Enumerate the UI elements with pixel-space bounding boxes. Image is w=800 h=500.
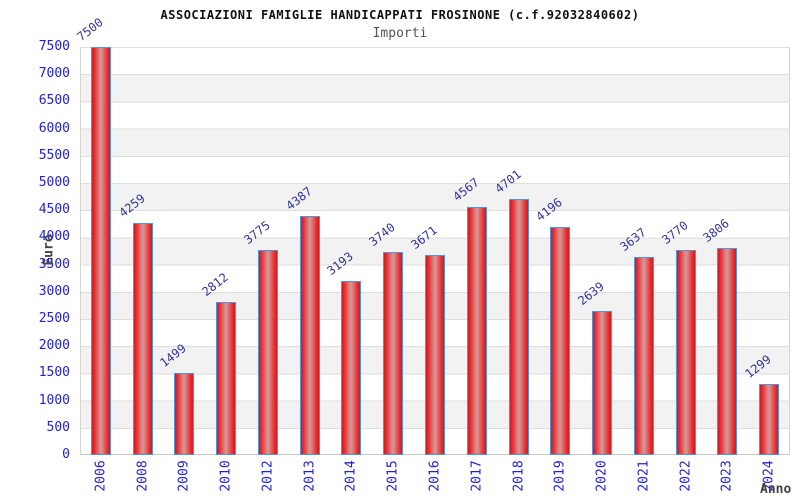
chart-subtitle: Importi — [372, 26, 428, 41]
y-tick-label: 5500 — [38, 147, 70, 163]
chart-title: ASSOCIAZIONI FAMIGLIE HANDICAPPATI FROSI… — [160, 8, 640, 22]
bar-2019[interactable] — [550, 226, 571, 455]
bar-2014[interactable] — [341, 281, 362, 455]
bar-2018[interactable] — [508, 199, 529, 455]
bar-group-2018: 4701 — [492, 47, 540, 455]
bar-group-2014: 3193 — [325, 47, 373, 455]
bar-group-2021: 3637 — [617, 47, 665, 455]
bar-2020[interactable] — [592, 311, 613, 455]
y-tick-label: 3500 — [38, 256, 70, 272]
bar-group-2016: 3671 — [408, 47, 456, 455]
y-tick-label: 1000 — [38, 392, 70, 408]
x-tick-label: 2018 — [511, 460, 527, 492]
bar-group-2024: 1299 — [743, 47, 790, 455]
bar-group-2012: 3775 — [241, 47, 289, 455]
y-tick-label: 6000 — [38, 120, 70, 136]
bar-group-2009: 1499 — [158, 47, 206, 455]
y-tick-label: 7000 — [38, 66, 70, 82]
bar-2015[interactable] — [383, 251, 404, 455]
bar-group-2022: 3770 — [659, 47, 707, 455]
y-axis: 0 500 1000 1500 2000 2500 3000 3500 4000 4500 5000… — [0, 39, 70, 462]
bar-group-2008: 4259 — [116, 47, 164, 455]
bar-group-2013: 4387 — [283, 47, 331, 455]
bar-2017[interactable] — [466, 206, 487, 455]
bar-2010[interactable] — [216, 302, 237, 455]
x-tick-label: 2012 — [260, 460, 276, 492]
y-tick-label: 5000 — [38, 175, 70, 190]
x-tick-label: 2023 — [719, 460, 735, 492]
bar-2016[interactable] — [425, 255, 445, 455]
x-tick-label: 2017 — [469, 460, 485, 492]
x-tick-label: 2022 — [678, 460, 694, 492]
bar-group-2023: 3806 — [701, 47, 748, 455]
bar-group-2017: 4567 — [450, 47, 498, 455]
x-axis: 2006 2008 2009 2010 2012 2013 2014 2015 2016 2017… — [80, 455, 790, 500]
x-tick-label: 2021 — [636, 460, 652, 492]
x-tick-label: 2020 — [594, 460, 610, 492]
bar-series: 7500 4259 1499 2812 3775 4387 3193 3740 3671 4567… — [74, 15, 790, 455]
y-tick-label: 2500 — [38, 311, 70, 326]
bar-2022[interactable] — [675, 249, 696, 455]
x-axis-title: Anno — [760, 482, 792, 497]
y-axis-title: Euro — [41, 234, 57, 266]
bar-2006[interactable] — [90, 47, 111, 455]
x-tick-label: 2008 — [135, 460, 151, 492]
bar-2008[interactable] — [132, 223, 153, 455]
bar-2024[interactable] — [759, 384, 780, 455]
x-tick-label: 2009 — [176, 460, 192, 492]
y-tick-label: 4000 — [38, 229, 70, 245]
bar-2009[interactable] — [174, 373, 195, 455]
x-tick-label: 2016 — [427, 460, 443, 492]
x-tick-label: 2010 — [218, 460, 234, 492]
y-tick-label: 2000 — [38, 338, 70, 354]
y-tick-label: 1500 — [38, 365, 70, 381]
x-tick-label: 2015 — [385, 460, 401, 492]
y-tick-label: 6500 — [38, 93, 70, 109]
y-tick-label: 4500 — [38, 202, 70, 218]
bar-group-2015: 3740 — [367, 47, 414, 455]
x-tick-label: 2013 — [302, 460, 318, 492]
bar-2021[interactable] — [633, 257, 654, 455]
x-tick-label: 2014 — [343, 460, 359, 492]
y-tick-label: 0 — [62, 447, 70, 462]
bar-group-2020: 2639 — [575, 47, 623, 455]
bar-2023[interactable] — [717, 247, 738, 455]
y-tick-label: 3000 — [38, 283, 70, 299]
bar-group-2010: 2812 — [200, 47, 247, 455]
bar-group-2019: 4196 — [534, 47, 581, 455]
bar-2012[interactable] — [257, 249, 278, 455]
bar-2013[interactable] — [299, 216, 320, 455]
x-tick-label: 2019 — [552, 460, 568, 492]
y-tick-label: 7500 — [38, 39, 70, 54]
x-tick-label: 2006 — [93, 460, 109, 492]
y-tick-label: 500 — [46, 419, 70, 435]
bar-group-2006: 7500 — [74, 15, 122, 455]
